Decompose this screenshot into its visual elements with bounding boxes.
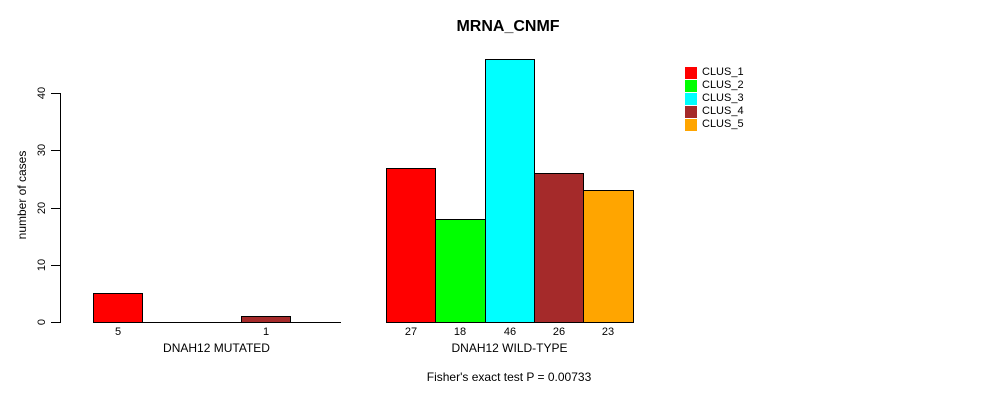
- y-tick-mark: [51, 93, 60, 94]
- bar-value-label: 1: [262, 326, 270, 338]
- y-tick-mark: [51, 150, 60, 151]
- bar-clus_3: [485, 59, 535, 323]
- bar-value-label: 46: [503, 326, 517, 338]
- y-tick-mark: [51, 322, 60, 323]
- baseline: [93, 322, 341, 323]
- bar-clus_1: [386, 168, 436, 323]
- legend-swatch-clus_3: [685, 92, 697, 105]
- legend-item: CLUS_2: [685, 79, 744, 92]
- bar-clus_5: [583, 190, 634, 323]
- legend: CLUS_1 CLUS_2 CLUS_3 CLUS_4 CLUS_5: [685, 66, 744, 131]
- x-group-label-dnah12-mutated: DNAH12 MUTATED: [163, 341, 270, 355]
- fisher-exact-test-annotation: Fisher's exact test P = 0.00733: [426, 370, 592, 384]
- bar-clus_1: [93, 293, 143, 323]
- bar-clus_2: [435, 219, 486, 323]
- y-tick-mark: [51, 265, 60, 266]
- bar-clus_4: [534, 173, 584, 323]
- legend-label: CLUS_2: [702, 79, 744, 91]
- legend-item: CLUS_4: [685, 105, 744, 118]
- bar-clus_4: [241, 316, 291, 323]
- legend-label: CLUS_4: [702, 105, 744, 117]
- legend-swatch-clus_5: [685, 118, 697, 131]
- y-tick-label: 10: [36, 258, 48, 272]
- bar-value-label: 27: [404, 326, 418, 338]
- bar-value-label: 26: [552, 326, 566, 338]
- y-tick-label: 40: [36, 86, 48, 100]
- bar-value-label: 23: [601, 326, 615, 338]
- chart-title: MRNA_CNMF: [456, 18, 560, 35]
- legend-swatch-clus_2: [685, 79, 697, 92]
- x-group-label-dnah12-wild-type: DNAH12 WILD-TYPE: [451, 341, 568, 355]
- legend-label: CLUS_5: [702, 118, 744, 130]
- legend-label: CLUS_3: [702, 92, 744, 104]
- legend-swatch-clus_4: [685, 105, 697, 118]
- y-tick-label: 0: [36, 318, 48, 326]
- legend-swatch-clus_1: [685, 66, 697, 79]
- y-tick-mark: [51, 208, 60, 209]
- legend-item: CLUS_5: [685, 118, 744, 131]
- bar-value-label: 18: [453, 326, 467, 338]
- bar-value-label: 5: [114, 326, 122, 338]
- y-tick-label: 30: [36, 143, 48, 157]
- y-axis-label: number of cases: [15, 150, 29, 240]
- legend-item: CLUS_1: [685, 66, 744, 79]
- legend-item: CLUS_3: [685, 92, 744, 105]
- y-axis-line: [60, 93, 61, 323]
- legend-label: CLUS_1: [702, 66, 744, 78]
- y-tick-label: 20: [36, 201, 48, 215]
